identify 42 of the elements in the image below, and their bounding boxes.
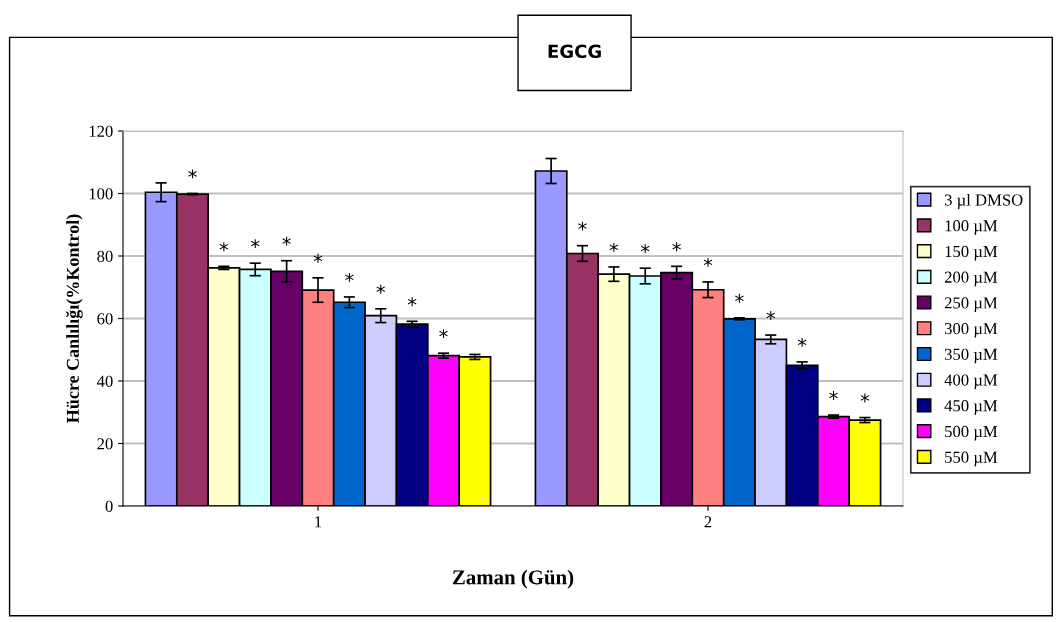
chart-title: EGCG	[548, 44, 601, 59]
data-label: *	[282, 236, 291, 246]
data-label: *	[672, 242, 681, 252]
data-label: *	[345, 272, 354, 282]
data-label: *	[188, 169, 197, 179]
data-label: *	[609, 242, 619, 252]
data-label: *	[860, 393, 870, 403]
legend-label: 400 µM	[944, 374, 998, 390]
legend-label: 100 µM	[945, 220, 998, 235]
y-tick-label: 80	[97, 250, 113, 262]
y-axis-title: Hücre Canlılığı(%Kontrol)	[66, 214, 83, 423]
y-tick-label: 40	[96, 375, 113, 387]
legend-label: 3 µl DMSO	[944, 193, 1023, 210]
data-label: *	[313, 253, 323, 263]
y-tick-label: 20	[97, 438, 113, 450]
x-axis-title: Zaman (Gün)	[452, 569, 574, 589]
data-label: *	[219, 242, 229, 252]
legend-label: 200 µM	[944, 271, 998, 287]
data-label: *	[829, 391, 838, 400]
data-label: *	[439, 329, 448, 339]
data-label: *	[735, 293, 744, 303]
legend-label: 300 µM	[944, 322, 998, 338]
legend-label: 550 µM	[945, 451, 998, 467]
data-label: *	[703, 257, 713, 267]
legend-label: 500 µM	[945, 425, 998, 441]
legend-label: 450 µM	[944, 400, 998, 415]
y-tick-label: 100	[89, 188, 113, 200]
data-label: *	[578, 221, 587, 231]
data-label: *	[766, 311, 776, 320]
data-label: *	[407, 297, 417, 307]
legend-label: 150 µM	[945, 245, 998, 261]
y-tick-label: 60	[97, 313, 113, 325]
data-label: *	[640, 244, 650, 254]
y-tick-label: 0	[105, 500, 113, 512]
legend-label: 250 µM	[944, 297, 998, 312]
x-tick-label: 2	[704, 516, 712, 528]
legend-label: 350 µM	[944, 348, 998, 364]
data-label: *	[797, 337, 807, 347]
data-label: *	[250, 239, 260, 249]
y-tick-label: 120	[89, 125, 113, 137]
data-label: *	[376, 284, 386, 294]
x-tick-label: 1	[315, 516, 322, 528]
